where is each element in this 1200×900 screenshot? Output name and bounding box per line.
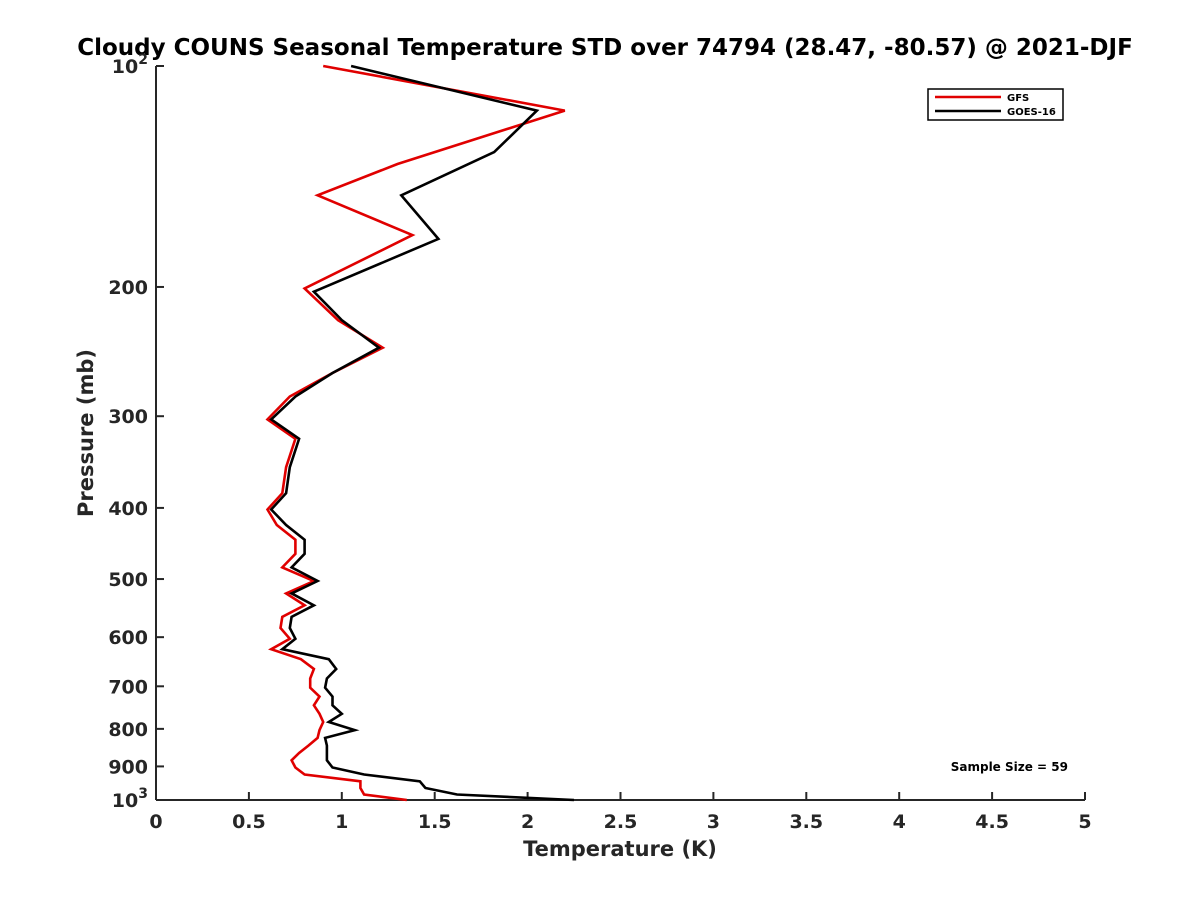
legend-label-gfs: GFS [1007,93,1029,104]
y-axis-ticks: 102 200 300 400 500 600 700 800 900 103 [108,52,164,812]
x-tick-label: 0 [149,811,162,833]
x-tick-label: 1.5 [418,811,452,833]
legend-label-goes16: GOES-16 [1007,107,1056,118]
x-axis-ticks: 0 0.5 1 1.5 2 2.5 3 3.5 4 4.5 5 [149,792,1092,833]
x-tick-label: 4 [893,811,906,833]
x-axis-label: Temperature (K) [523,837,717,861]
y-tick-label: 500 [108,569,148,591]
plot-area [155,66,1085,801]
series-line-goes-16 [269,64,575,802]
y-tick-label: 400 [108,498,148,520]
y-tick-label: 700 [108,676,148,698]
x-tick-label: 2 [521,811,534,833]
y-tick-label: 102 [112,52,148,78]
y-tick-label: 103 [112,786,148,812]
y-tick-label: 800 [108,719,148,741]
x-tick-label: 4.5 [975,811,1009,833]
chart-title: Cloudy COUNS Seasonal Temperature STD ov… [77,35,1133,61]
sample-size-annotation: Sample Size = 59 [951,760,1068,774]
x-tick-label: 3 [707,811,720,833]
series-layer [265,64,575,802]
legend: GFS GOES-16 [927,88,1064,121]
x-tick-label: 0.5 [232,811,266,833]
legend-box [927,88,1064,121]
y-tick-label: 300 [108,406,148,428]
series-line-gfs [265,64,566,802]
y-tick-label: 600 [108,627,148,649]
x-tick-label: 2.5 [604,811,638,833]
x-tick-label: 3.5 [789,811,823,833]
x-tick-label: 1 [335,811,348,833]
y-tick-label: 200 [108,277,148,299]
y-axis-label: Pressure (mb) [74,349,98,517]
x-tick-label: 5 [1078,811,1091,833]
y-tick-label: 900 [108,756,148,778]
